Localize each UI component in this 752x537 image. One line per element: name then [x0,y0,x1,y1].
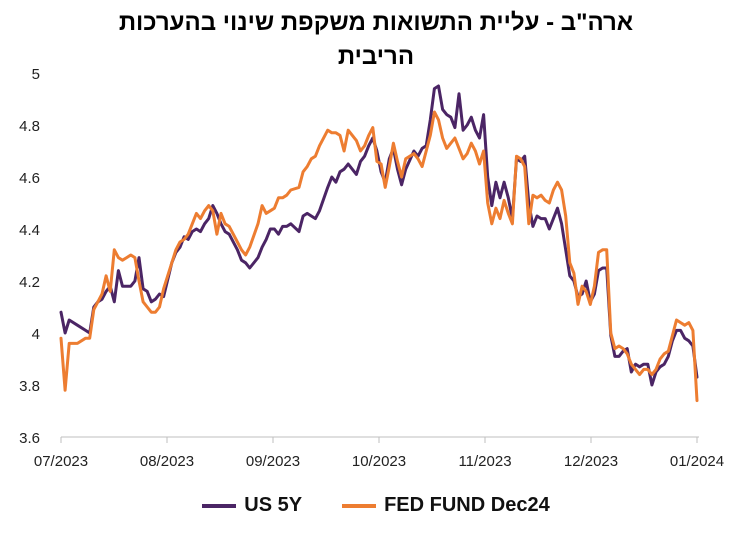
x-tick-label: 07/2023 [34,453,88,470]
x-tick-label: 09/2023 [246,453,300,470]
y-tick-label: 4 [32,326,40,343]
series-line-fedfund [59,110,699,403]
legend-swatch-us5y [202,503,237,508]
x-tick-label: 11/2023 [458,453,511,470]
chart-title-line1: ארה"ב - עליית התשואות משקפת שינוי בהערכו… [118,9,634,36]
legend-label-us5y: US 5Y [244,494,303,516]
legend-swatch-fedfund [342,503,377,508]
x-tick-label: 10/2023 [352,453,406,470]
chart-title: ארה"ב - עליית התשואות משקפת שינוי בהערכו… [0,6,752,74]
x-tick-label: 08/2023 [140,453,194,470]
legend-label-fedfund: FED FUND Dec24 [384,494,550,516]
chart-title-line2: הריבית [337,43,415,70]
legend: US 5Y FED FUND Dec24 [0,494,752,517]
y-tick-label: 4.2 [19,274,40,291]
y-tick-label: 5 [32,66,40,83]
line-chart: 3.6 3.8 4 4.2 4.4 4.6 4.8 5 07/2023 08/2023 09/202… [19,66,724,470]
x-tick-label: 01/2024 [670,453,724,470]
x-tick-label: 12/2023 [564,453,618,470]
y-tick-label: 3.6 [19,430,40,447]
legend-item-us5y: US 5Y [202,494,302,517]
legend-item-fedfund: FED FUND Dec24 [342,494,550,517]
y-tick-label: 3.8 [19,378,40,395]
y-tick-label: 4.6 [19,170,40,187]
series-line-us5y [59,84,699,387]
y-tick-label: 4.8 [19,118,40,135]
y-tick-label: 4.4 [19,222,40,239]
